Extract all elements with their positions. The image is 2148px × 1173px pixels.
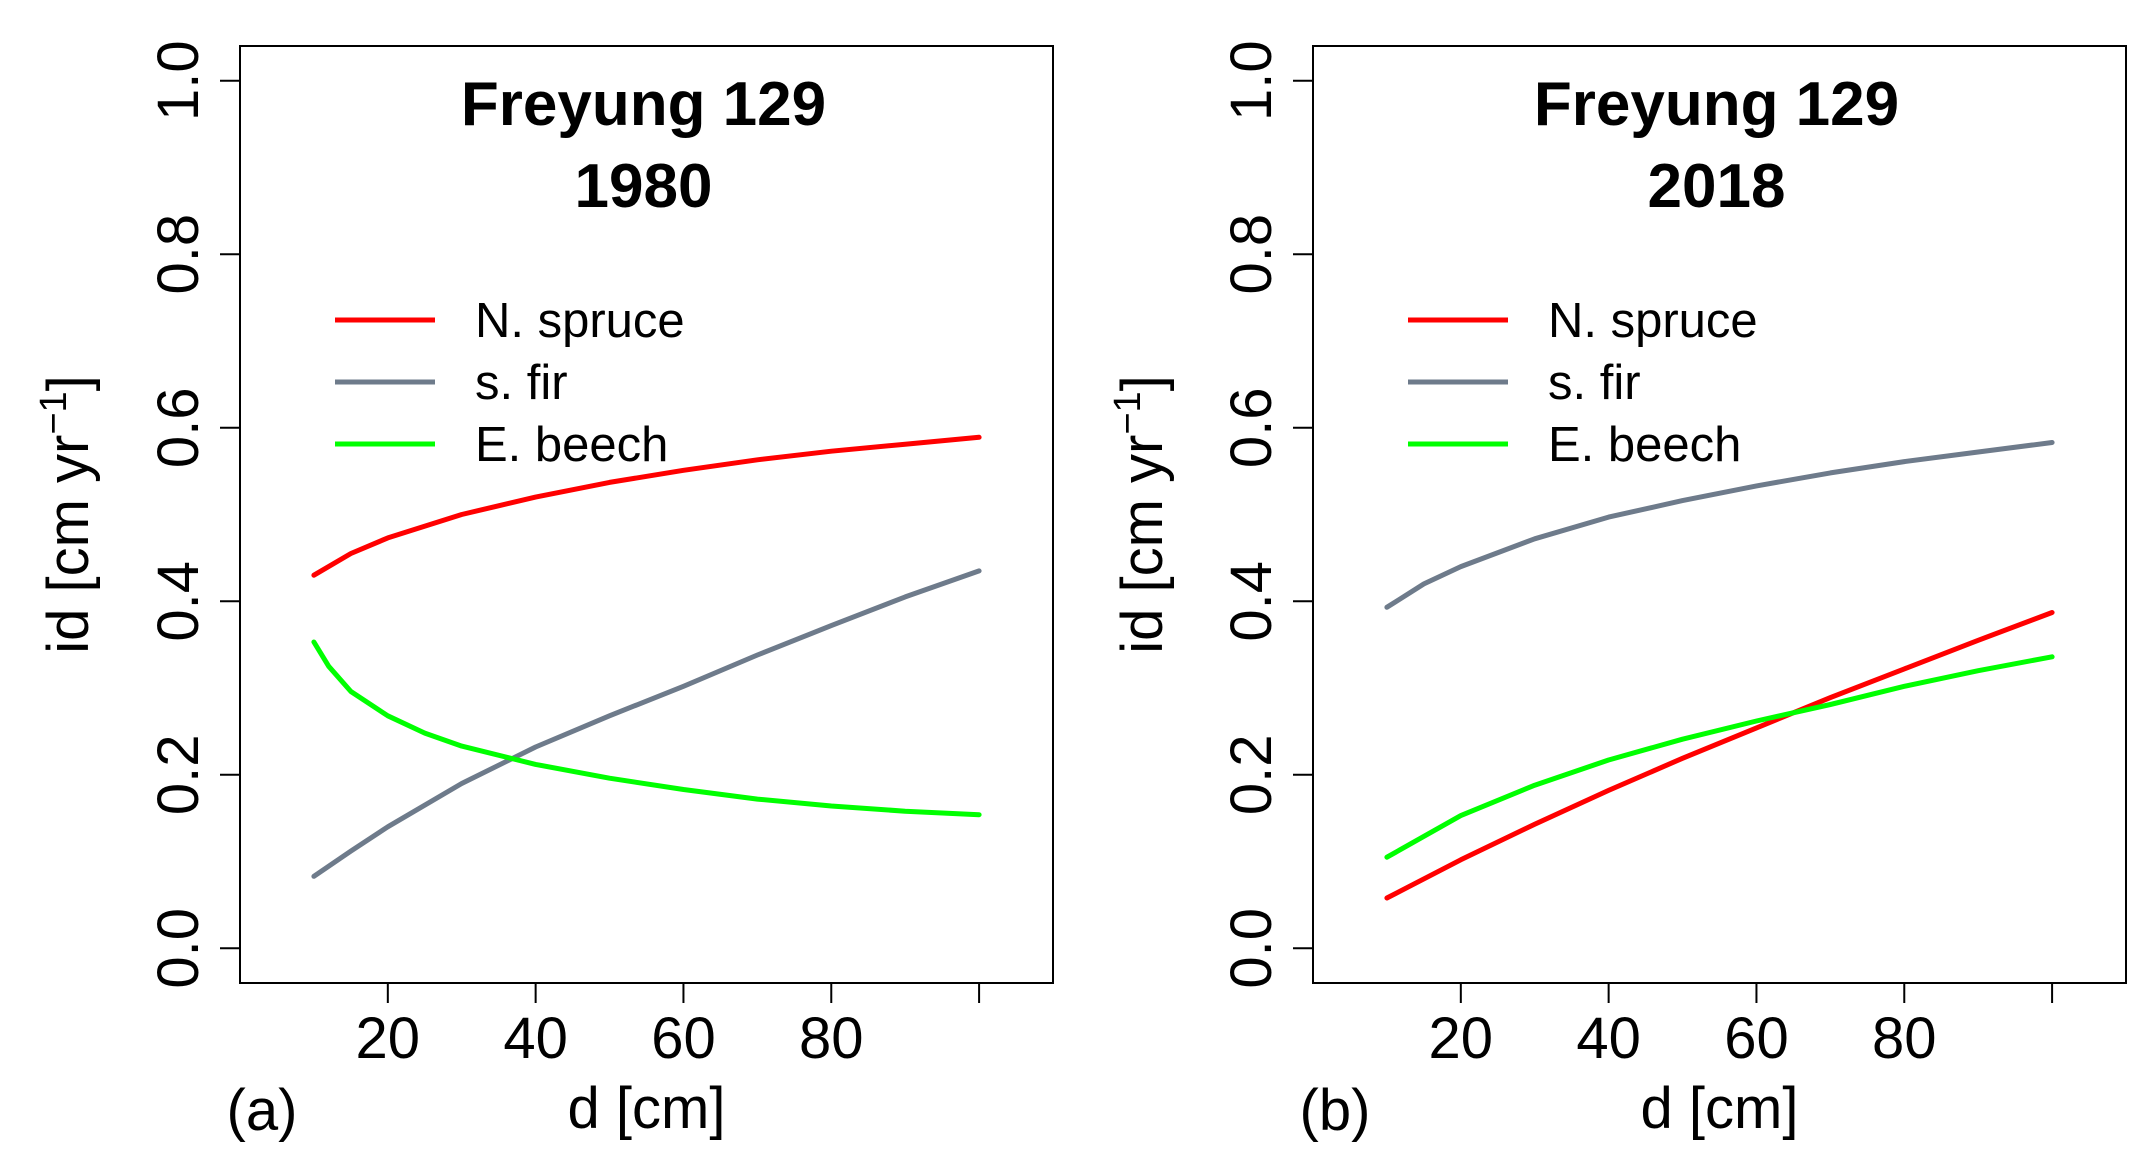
- y-axis-label-superscript: −1: [1107, 391, 1149, 434]
- y-tick-label: 0.2: [146, 734, 211, 815]
- y-tick-label: 0.0: [1219, 908, 1284, 989]
- x-tick-label: 80: [1872, 1006, 1937, 1071]
- x-tick-label: 40: [1576, 1006, 1641, 1071]
- x-tick-label: 60: [651, 1006, 716, 1071]
- y-tick-label: 0.6: [1219, 387, 1284, 468]
- plot-frame: [239, 45, 1054, 984]
- series-line-s-fir: [1384, 440, 2055, 610]
- y-tick-label: 0.8: [1219, 214, 1284, 295]
- chart-panel-b: 20 40 60 80 0.0 0.2 0.4 0.6 0.8 1.0 d [cm] id [cm y…: [1107, 40, 2127, 1143]
- x-tick-label: 20: [1429, 1006, 1494, 1071]
- y-tick-label: 0.6: [146, 387, 211, 468]
- y-axis-label-text: id [cm yr: [36, 435, 101, 654]
- panel-title-line1: Freyung 129: [461, 70, 826, 139]
- x-tick-label: 80: [799, 1006, 864, 1071]
- series-line-s-fir: [311, 568, 982, 879]
- series-line-e-beech: [311, 639, 982, 818]
- legend-label-n-spruce: N. spruce: [475, 294, 685, 348]
- y-tick-label: 0.2: [1219, 734, 1284, 815]
- series-line-e-beech: [1384, 654, 2055, 860]
- y-axis-label-text: id [cm yr: [1110, 435, 1175, 654]
- legend-label-e-beech: E. beech: [1548, 418, 1741, 472]
- y-tick-label: 0.4: [146, 561, 211, 642]
- y-axis-label: id [cm yr−1]: [1107, 375, 1175, 654]
- y-axis-label-close: ]: [1110, 375, 1175, 391]
- series-line-n-spruce: [1384, 610, 2055, 901]
- plot-frame: [1312, 45, 2127, 984]
- legend-label-s-fir: s. fir: [1548, 356, 1641, 410]
- y-axis-label-superscript: −1: [33, 391, 75, 434]
- x-tick-label: 20: [356, 1006, 421, 1071]
- legend-label-s-fir: s. fir: [475, 356, 568, 410]
- y-tick-label: 0.4: [1219, 561, 1284, 642]
- x-axis-label: d [cm]: [1641, 1076, 1799, 1141]
- y-tick-label: 1.0: [1219, 40, 1284, 121]
- panel-tag: (b): [1300, 1078, 1371, 1143]
- panel-title-line1: Freyung 129: [1534, 70, 1899, 139]
- y-axis-label-close: ]: [36, 375, 101, 391]
- legend-label-n-spruce: N. spruce: [1548, 294, 1758, 348]
- y-tick-label: 0.0: [146, 908, 211, 989]
- x-tick-label: 60: [1724, 1006, 1789, 1071]
- panel-title-line2: 1980: [575, 152, 713, 221]
- chart-panel-a: 20 40 60 80 0.0 0.2 0.4 0.6 0.8 1.0 d [cm] id [cm y…: [33, 40, 1054, 1143]
- legend-label-e-beech: E. beech: [475, 418, 668, 472]
- y-axis-label: id [cm yr−1]: [33, 375, 101, 654]
- x-axis-label: d [cm]: [568, 1076, 726, 1141]
- panel-tag: (a): [227, 1078, 298, 1143]
- series-line-n-spruce: [311, 434, 982, 578]
- x-tick-label: 40: [503, 1006, 568, 1071]
- y-tick-label: 1.0: [146, 40, 211, 121]
- y-tick-label: 0.8: [146, 214, 211, 295]
- panel-title-line2: 2018: [1648, 152, 1786, 221]
